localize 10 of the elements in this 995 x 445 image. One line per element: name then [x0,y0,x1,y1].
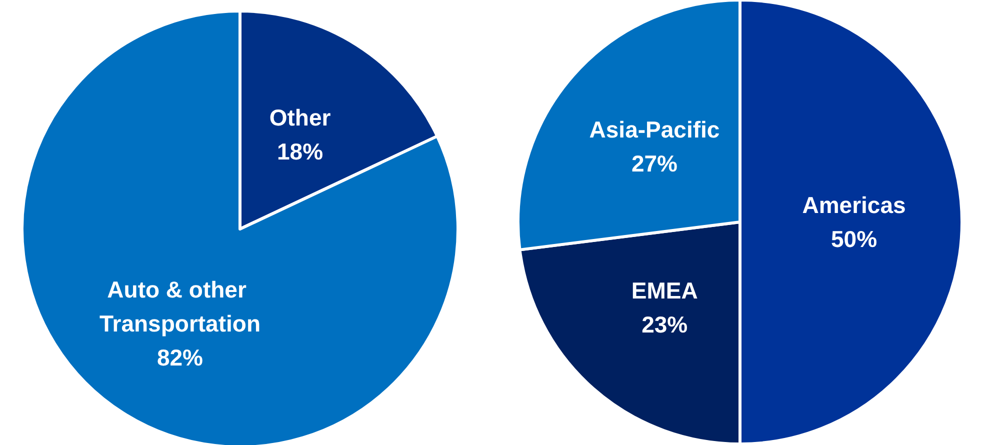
slice-label: Other [269,104,331,130]
data-label: 50% [830,226,878,252]
slice-label: EMEA [631,278,698,304]
slice-label: Asia-Pacific [589,116,720,143]
data-label: 23% [642,312,688,338]
data-label: 18% [276,138,324,164]
slice-label: Auto & other Transportation [99,276,260,337]
data-label: 82% [156,344,204,371]
slice-label: Americas [802,192,906,218]
data-label: 27% [631,150,678,177]
